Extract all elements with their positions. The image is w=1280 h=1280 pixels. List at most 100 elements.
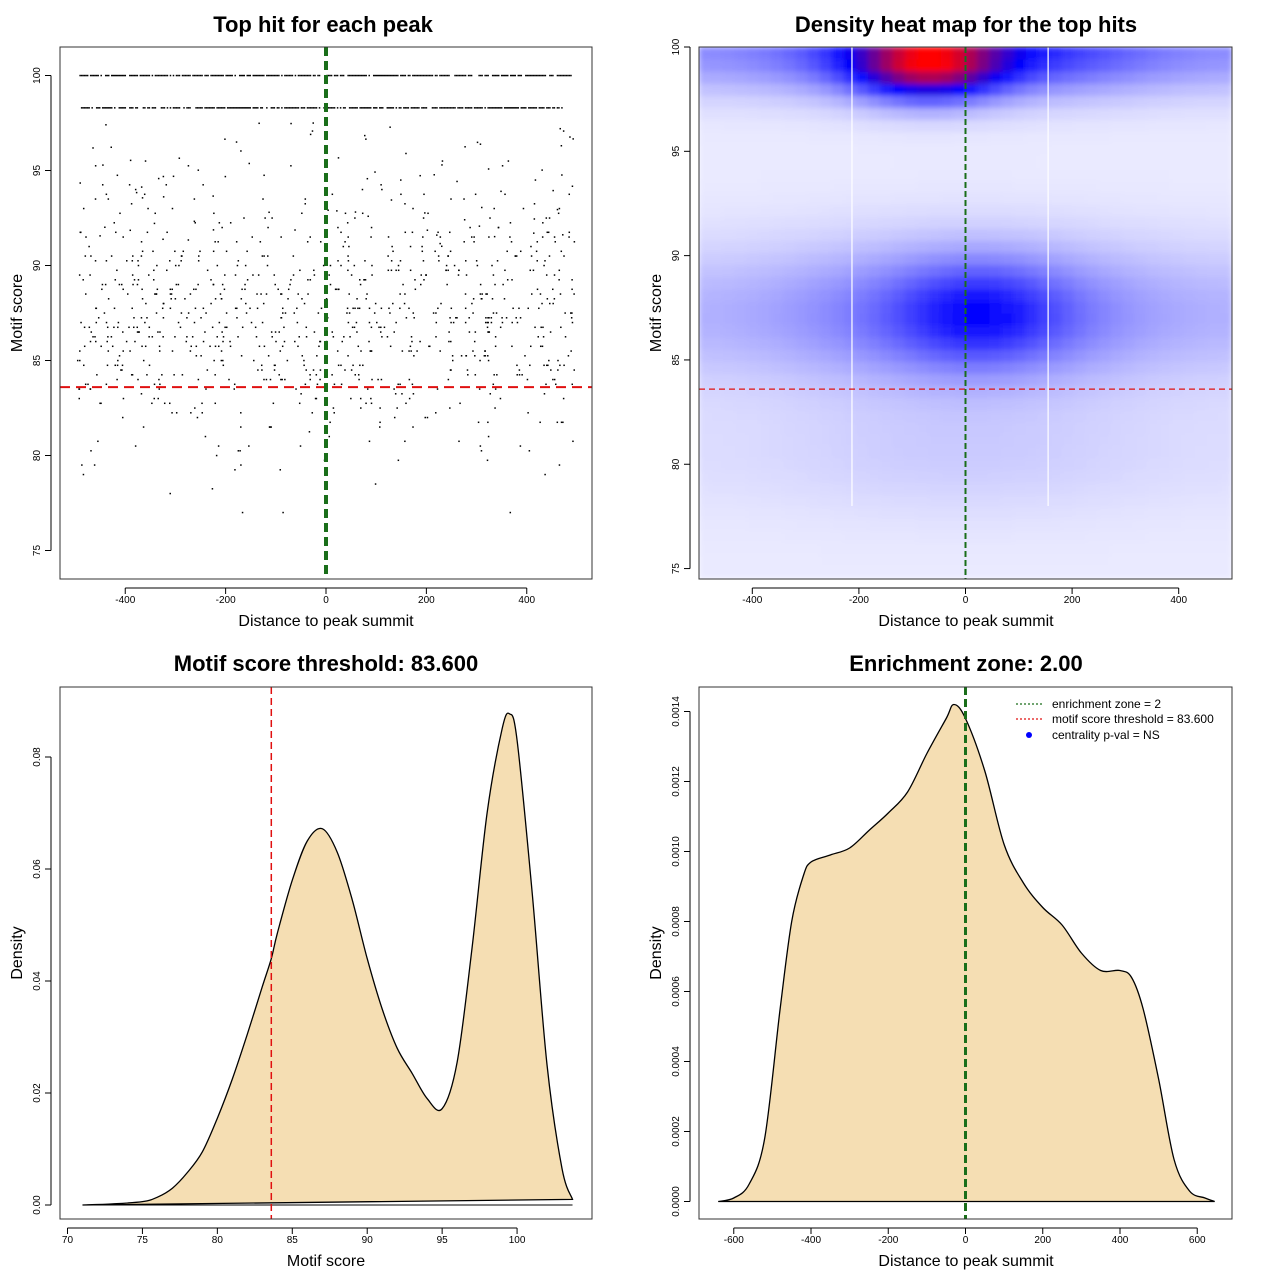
heatmap-cell bbox=[965, 70, 979, 84]
heatmap-y-tick-label: 75 bbox=[671, 563, 682, 575]
scatter-point bbox=[383, 326, 386, 329]
scatter-y-tick-label: 75 bbox=[32, 545, 43, 557]
heatmap-cell bbox=[868, 457, 882, 471]
heatmap-cell bbox=[1146, 385, 1160, 399]
scatter-point bbox=[218, 222, 221, 224]
heatmap-cell bbox=[892, 324, 906, 338]
scatter-point bbox=[414, 279, 416, 281]
heatmap-cell bbox=[1170, 252, 1185, 266]
scatter-point bbox=[105, 321, 108, 324]
scatter-point bbox=[158, 350, 161, 352]
heatmap-cell bbox=[904, 58, 918, 72]
scatter-point bbox=[198, 74, 200, 77]
scatter-point bbox=[331, 193, 334, 196]
scatter-point bbox=[548, 217, 551, 219]
distance-density-y-tick-label: 0.0010 bbox=[671, 836, 682, 867]
scatter-point bbox=[205, 388, 207, 390]
heatmap-cell bbox=[759, 167, 773, 181]
scatter-point bbox=[568, 74, 571, 77]
heatmap-cell bbox=[940, 542, 954, 556]
heatmap-cell bbox=[759, 252, 773, 266]
scatter-point bbox=[208, 107, 211, 109]
heatmap-cell bbox=[989, 252, 1003, 266]
heatmap-cell bbox=[1061, 82, 1076, 96]
scatter-point bbox=[402, 283, 404, 286]
scatter-point bbox=[515, 317, 517, 319]
scatter-point bbox=[141, 197, 144, 199]
scatter-point bbox=[82, 207, 85, 210]
scatter-point bbox=[518, 307, 520, 310]
heatmap-cell bbox=[1049, 300, 1063, 314]
heatmap-cell bbox=[1001, 82, 1015, 96]
scatter-point bbox=[95, 74, 98, 77]
heatmap-cell bbox=[843, 179, 857, 193]
heatmap-cell bbox=[831, 179, 845, 193]
scatter-point bbox=[171, 412, 173, 414]
scatter-point bbox=[526, 378, 529, 381]
heatmap-cell bbox=[868, 167, 882, 181]
heatmap-cell bbox=[965, 493, 979, 507]
heatmap-cell bbox=[1098, 58, 1112, 72]
heatmap-cell bbox=[1207, 372, 1221, 387]
heatmap-y-tick-label: 95 bbox=[671, 145, 682, 157]
heatmap-cell bbox=[722, 82, 736, 96]
heatmap-cell bbox=[904, 143, 918, 157]
scatter-point bbox=[334, 288, 337, 291]
heatmap-cell bbox=[1195, 566, 1209, 579]
heatmap-cell bbox=[722, 530, 736, 544]
scatter-point bbox=[346, 312, 348, 314]
heatmap-cell bbox=[1037, 167, 1051, 181]
heatmap-cell bbox=[965, 385, 979, 399]
scatter-point bbox=[166, 231, 168, 234]
heatmap-cell bbox=[699, 518, 712, 532]
scatter-point bbox=[356, 74, 358, 77]
heatmap-cell bbox=[1122, 505, 1136, 520]
heatmap-cell bbox=[916, 252, 930, 266]
heatmap-cell bbox=[831, 469, 845, 483]
heatmap-cell bbox=[1013, 58, 1027, 72]
heatmap-cell bbox=[1122, 179, 1136, 193]
scatter-point bbox=[381, 336, 383, 338]
heatmap-cell bbox=[1074, 288, 1088, 302]
heatmap-cell bbox=[1183, 106, 1197, 121]
heatmap-cell bbox=[880, 215, 894, 229]
scatter-point bbox=[452, 107, 455, 109]
heatmap-cell bbox=[952, 481, 966, 495]
scatter-point bbox=[474, 355, 476, 357]
scatter-point bbox=[375, 74, 378, 77]
scatter-point bbox=[350, 369, 353, 371]
legend: enrichment zone = 2 motif score threshol… bbox=[1016, 697, 1214, 742]
heatmap-cell bbox=[952, 493, 966, 507]
scatter-point bbox=[357, 374, 360, 376]
heatmap-cell bbox=[734, 82, 748, 96]
heatmap-cell bbox=[1098, 409, 1112, 423]
scatter-point bbox=[122, 236, 124, 238]
heatmap-cell bbox=[734, 397, 748, 411]
heatmap-cell bbox=[952, 457, 966, 471]
heatmap-cell bbox=[771, 167, 785, 181]
heatmap-cell bbox=[795, 518, 809, 532]
scatter-point bbox=[95, 307, 97, 310]
heatmap-cell bbox=[771, 288, 785, 302]
heatmap-cell bbox=[1134, 433, 1148, 447]
heatmap-cell bbox=[1219, 94, 1232, 108]
scatter-point bbox=[274, 364, 276, 367]
heatmap-cell bbox=[1013, 119, 1027, 133]
heatmap-cell bbox=[807, 348, 821, 362]
scatter-point bbox=[260, 293, 262, 295]
heatmap-cell bbox=[868, 58, 882, 72]
scatter-point bbox=[337, 226, 339, 229]
scatter-point bbox=[388, 107, 390, 109]
heatmap-cell bbox=[892, 131, 906, 145]
heatmap-cell bbox=[1219, 179, 1232, 193]
heatmap-cell bbox=[1207, 566, 1221, 579]
scatter-x-tick-label: 200 bbox=[418, 595, 435, 606]
scatter-point bbox=[440, 245, 443, 248]
heatmap-cell bbox=[940, 167, 954, 181]
heatmap-cell bbox=[1025, 385, 1039, 399]
scatter-point bbox=[339, 107, 342, 109]
scatter-point bbox=[217, 241, 219, 243]
scatter-point bbox=[443, 74, 446, 77]
scatter-point bbox=[220, 298, 223, 300]
scatter-point bbox=[132, 255, 134, 257]
